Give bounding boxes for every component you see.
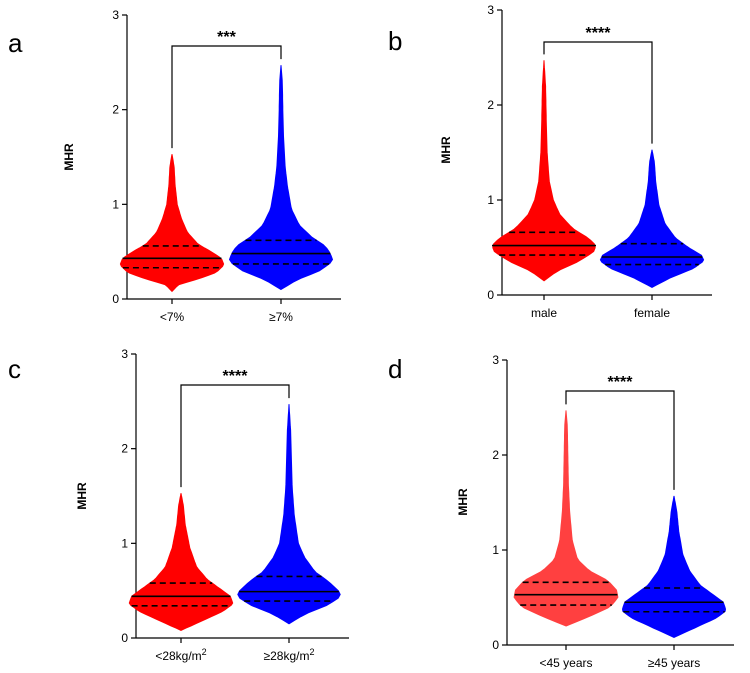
significance-bracket xyxy=(543,41,653,144)
panel-letter: b xyxy=(388,26,402,56)
category-label: male xyxy=(531,306,557,320)
y-tick-label: 0 xyxy=(492,638,499,652)
y-tick-label: 2 xyxy=(487,98,494,112)
panel-letter: a xyxy=(8,28,23,58)
category-label: <7% xyxy=(160,310,185,324)
panel-letter: d xyxy=(388,354,402,384)
violin-left xyxy=(119,154,225,293)
y-tick-label: 0 xyxy=(121,631,128,645)
y-tick-label: 3 xyxy=(112,8,119,22)
y-tick-label: 0 xyxy=(112,292,119,306)
category-label-superscript: 2 xyxy=(309,647,314,657)
panel-letter: c xyxy=(8,354,21,384)
panel-c: c 0 1 2 3 MHR <28kg/m2 ≥28kg/m2 **** xyxy=(8,347,349,663)
category-label: <45 years xyxy=(539,656,592,670)
category-label: ≥7% xyxy=(269,310,293,324)
violin-right xyxy=(237,404,341,625)
category-label: <28kg/m2 xyxy=(155,647,206,663)
panel-d: d 0 1 2 3 MHR <45 years ≥45 years **** xyxy=(388,353,734,670)
y-axis-label: MHR xyxy=(439,136,453,164)
category-label-superscript: 2 xyxy=(202,647,207,657)
significance-bracket xyxy=(565,390,675,490)
significance-label: **** xyxy=(223,368,249,385)
violin-left xyxy=(513,410,619,627)
y-tick-label: 2 xyxy=(112,103,119,117)
y-tick-label: 1 xyxy=(112,197,119,211)
violin-left xyxy=(492,60,596,282)
y-tick-label: 0 xyxy=(487,288,494,302)
significance-bracket xyxy=(171,45,282,149)
y-tick-label: 1 xyxy=(487,193,494,207)
y-tick-label: 1 xyxy=(492,543,499,557)
panel-a: a 0 1 2 3 MHR <7% ≥7% *** xyxy=(8,8,341,324)
violin-right xyxy=(599,149,705,288)
category-label: ≥45 years xyxy=(648,656,701,670)
significance-label: *** xyxy=(217,29,236,46)
y-tick-label: 3 xyxy=(492,353,499,367)
y-tick-label: 3 xyxy=(487,3,494,17)
y-tick-label: 2 xyxy=(121,442,128,456)
y-tick-label: 2 xyxy=(492,448,499,462)
significance-bracket xyxy=(180,384,290,488)
significance-label: **** xyxy=(608,374,634,391)
y-tick-label: 3 xyxy=(121,347,128,361)
violin-left xyxy=(128,493,234,631)
y-axis-label: MHR xyxy=(62,143,76,171)
category-label: female xyxy=(634,306,670,320)
y-tick-label: 1 xyxy=(121,536,128,550)
category-label: ≥28kg/m2 xyxy=(264,647,315,663)
violin-right xyxy=(621,495,727,638)
significance-label: **** xyxy=(586,25,612,42)
y-axis-label: MHR xyxy=(456,488,470,516)
panel-b: b 0 1 2 3 MHR male female **** xyxy=(388,3,712,320)
violin-right xyxy=(228,65,334,291)
y-axis-label: MHR xyxy=(75,482,89,510)
